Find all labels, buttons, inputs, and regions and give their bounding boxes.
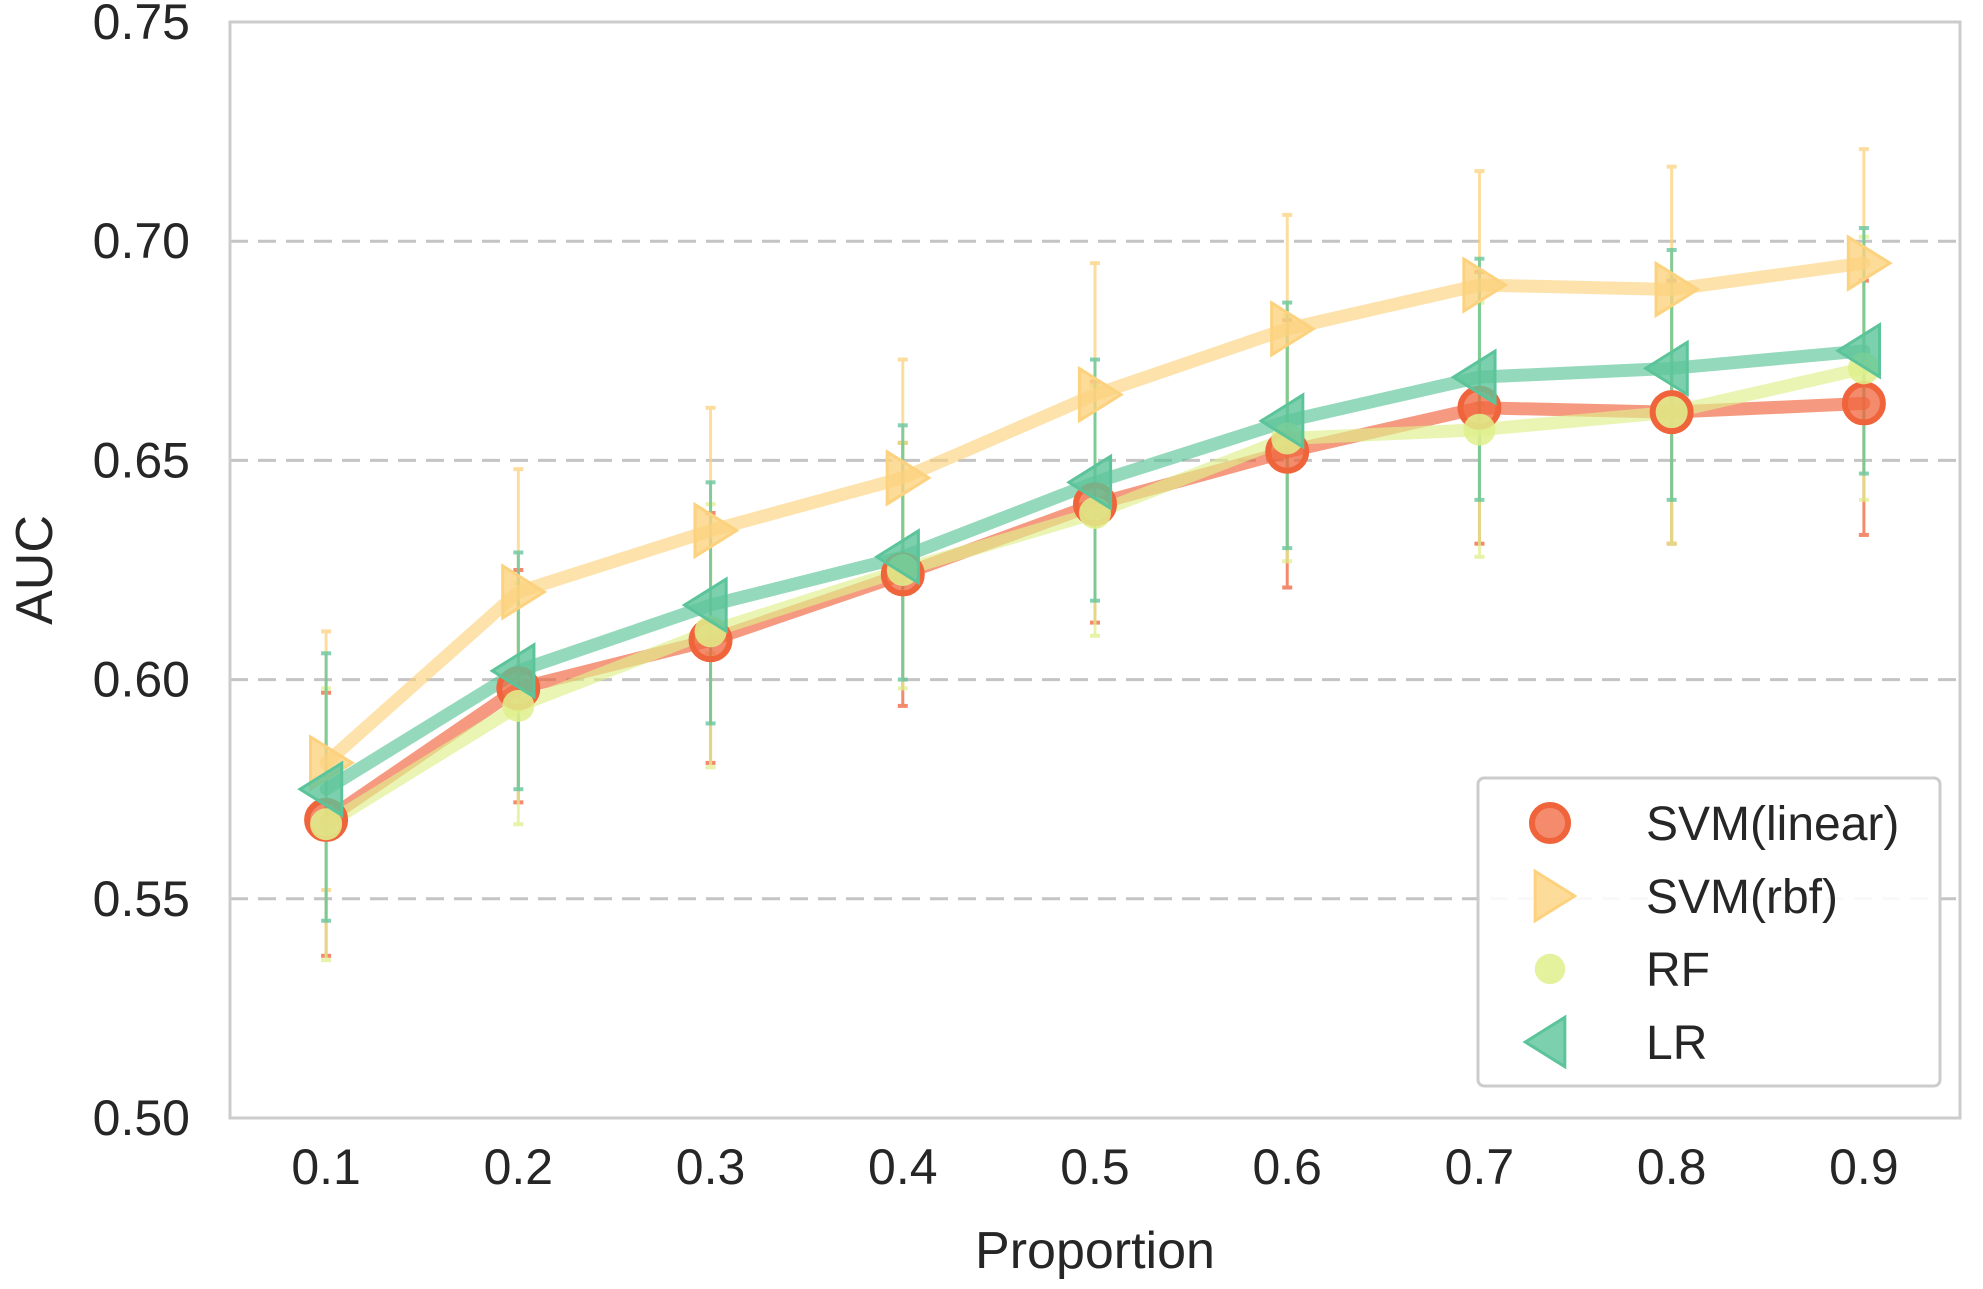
y-tick-label: 0.65: [93, 432, 190, 488]
x-tick-label: 0.4: [868, 1139, 938, 1195]
x-tick-label: 0.6: [1252, 1139, 1322, 1195]
legend-label: LR: [1646, 1017, 1707, 1070]
data-point: [1654, 260, 1701, 319]
legend-marker: [1522, 1014, 1567, 1070]
legend-item: SVM(rbf): [1533, 868, 1838, 924]
x-tick-label: 0.7: [1445, 1139, 1515, 1195]
x-tick-label: 0.1: [291, 1139, 361, 1195]
data-point: [1841, 381, 1886, 426]
legend: SVM(linear) SVM(rbf) RF LR: [1476, 776, 1942, 1088]
x-tick-labels: 0.1 0.2 0.3 0.4 0.5 0.6 0.7 0.8 0.9: [291, 1139, 1898, 1195]
y-tick-label: 0.50: [93, 1090, 190, 1146]
x-tick-label: 0.2: [484, 1139, 554, 1195]
y-tick-label: 0.70: [93, 213, 190, 269]
legend-item: RF: [1534, 944, 1710, 997]
y-tick-label: 0.60: [93, 652, 190, 708]
data-point: [1642, 339, 1689, 398]
legend-marker: [1534, 953, 1566, 985]
legend-marker: [1528, 801, 1572, 845]
x-axis-label: Proportion: [975, 1222, 1215, 1280]
legend-box: [1476, 776, 1942, 1088]
plot-frame: [228, 20, 1962, 1120]
data-point: [501, 563, 548, 621]
series-layer: [297, 147, 1893, 963]
data-point: [1450, 348, 1497, 406]
legend-label: SVM(rbf): [1646, 871, 1838, 924]
data-point: [1066, 453, 1113, 512]
data-point: [1077, 365, 1124, 424]
data-point: [310, 808, 343, 841]
y-tick-label: 0.55: [93, 871, 190, 927]
data-point: [1258, 392, 1305, 450]
legend-label: SVM(linear): [1646, 798, 1899, 851]
legend-item: SVM(linear): [1528, 798, 1899, 851]
x-tick-label: 0.3: [676, 1139, 746, 1195]
data-point: [1835, 322, 1881, 380]
y-tick-label: 0.75: [93, 0, 190, 50]
data-point: [885, 449, 932, 507]
data-point: [873, 528, 920, 586]
y-axis-label: AUC: [6, 515, 64, 625]
legend-marker: [1533, 868, 1578, 924]
data-point: [297, 760, 344, 818]
legend-label: RF: [1646, 944, 1710, 997]
data-point: [502, 689, 535, 722]
y-tick-labels: 0.50 0.55 0.60 0.65 0.70 0.75: [93, 0, 190, 1146]
data-point: [693, 501, 740, 560]
data-point: [1846, 234, 1893, 292]
data-point: [489, 642, 536, 700]
x-tick-label: 0.8: [1637, 1139, 1707, 1195]
x-tick-label: 0.5: [1060, 1139, 1130, 1195]
data-point: [681, 576, 728, 634]
legend-item: LR: [1522, 1014, 1707, 1070]
data-point: [1655, 396, 1688, 429]
data-point: [1462, 256, 1509, 314]
x-tick-label: 0.9: [1829, 1139, 1899, 1195]
data-point: [1463, 413, 1496, 446]
data-point: [1270, 300, 1317, 358]
